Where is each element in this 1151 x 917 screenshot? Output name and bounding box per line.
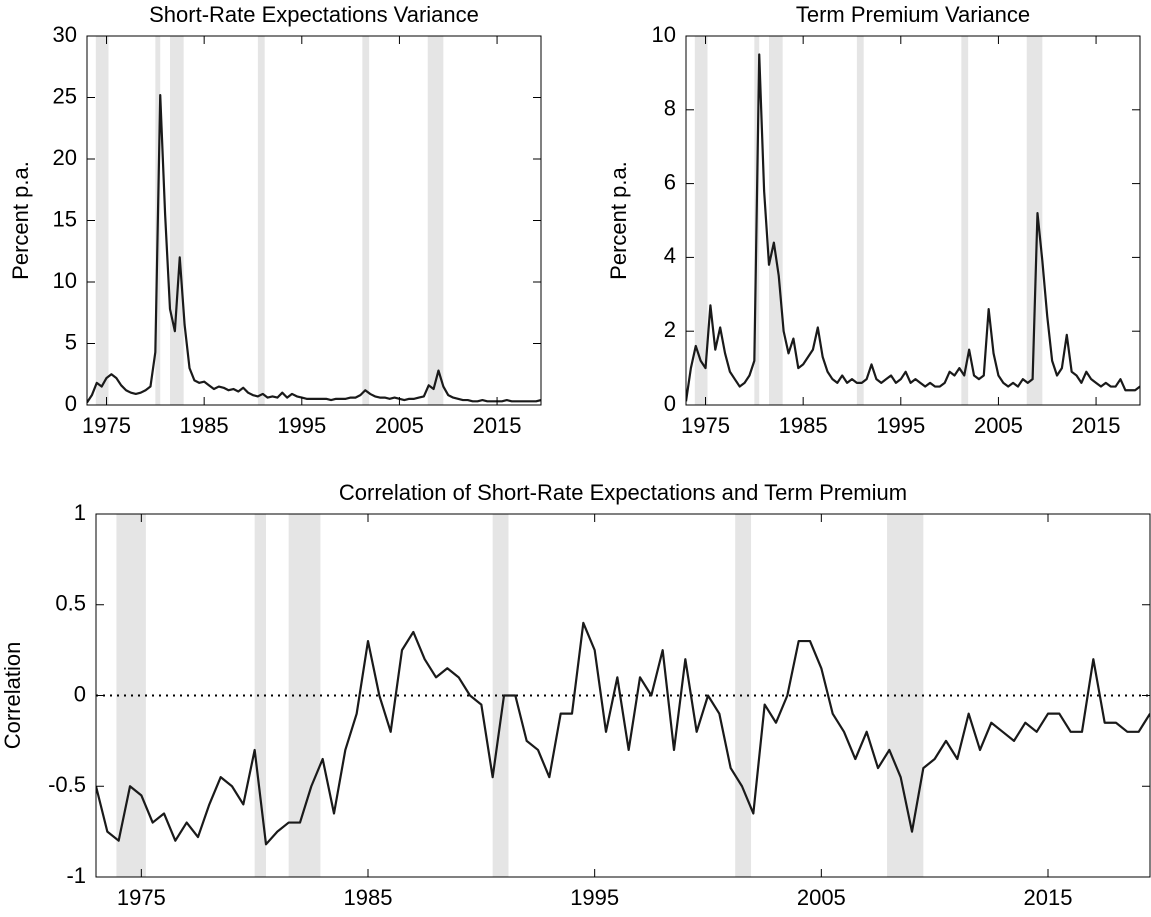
y-tick-label: 1 (74, 500, 86, 525)
y-tick-label: 6 (664, 169, 676, 194)
recession-band (1026, 36, 1043, 405)
y-axis-label: Percent p.a. (606, 161, 631, 280)
x-tick-label: 1975 (681, 413, 730, 438)
y-tick-label: 0 (65, 391, 77, 416)
x-tick-label: 1985 (779, 413, 828, 438)
recession-band (95, 36, 109, 405)
plot-area (686, 36, 1140, 405)
data-line (686, 53, 1140, 402)
x-tick-label: 2015 (1024, 885, 1073, 910)
y-axis-label: Correlation (0, 642, 25, 750)
x-tick-label: 2015 (473, 413, 522, 438)
y-tick-label: 10 (53, 268, 77, 293)
recession-band (961, 36, 969, 405)
axes-box (685, 35, 1141, 406)
y-axis-label: Percent p.a. (8, 161, 33, 280)
recession-band (427, 36, 444, 405)
recession-band (856, 36, 864, 405)
subplot: -1 -0.5 0 0.5 1 1975 1985 1995 2005 2015 Correlati… (0, 480, 1151, 910)
y-tick-label: -0.5 (48, 772, 86, 797)
x-tick-label: 1975 (117, 885, 166, 910)
y-tick-label: -1 (66, 863, 86, 888)
recession-band (492, 514, 509, 877)
y-tick-label: 5 (65, 329, 77, 354)
chart-title: Correlation of Short-Rate Expectations a… (339, 480, 907, 505)
recession-band (887, 514, 924, 877)
subplot: 0 5 10 15 20 25 30 1975 1985 1995 2005 2015 Short-Ra… (8, 2, 542, 438)
y-tick-label: 0 (664, 391, 676, 416)
y-tick-label: 25 (53, 83, 77, 108)
y-tick-label: 2 (664, 317, 676, 342)
y-tick-label: 10 (652, 22, 676, 47)
x-tick-label: 2005 (974, 413, 1023, 438)
y-tick-label: 15 (53, 206, 77, 231)
y-tick-label: 0 (74, 681, 86, 706)
data-line (87, 93, 541, 404)
recession-band (735, 514, 752, 877)
recession-band (169, 36, 184, 405)
chart-title: Short-Rate Expectations Variance (149, 2, 479, 27)
y-tick-label: 0.5 (55, 591, 86, 616)
y-tick-label: 20 (53, 145, 77, 170)
x-tick-label: 1985 (180, 413, 229, 438)
recession-band (254, 514, 266, 877)
chart-title: Term Premium Variance (796, 2, 1030, 27)
x-tick-label: 1995 (277, 413, 326, 438)
subplot: 0 2 4 6 8 10 1975 1985 1995 2005 2015 Term Premium … (606, 2, 1141, 438)
plot-area (96, 514, 1150, 877)
recession-band (257, 36, 265, 405)
x-tick-label: 1995 (570, 885, 619, 910)
x-tick-label: 1995 (876, 413, 925, 438)
x-tick-label: 2005 (375, 413, 424, 438)
y-tick-label: 30 (53, 22, 77, 47)
recession-band (362, 36, 370, 405)
x-tick-label: 1975 (82, 413, 131, 438)
x-tick-label: 1985 (344, 885, 393, 910)
data-line (96, 621, 1150, 846)
recession-band (694, 36, 708, 405)
y-tick-label: 4 (664, 243, 676, 268)
x-tick-label: 2015 (1072, 413, 1121, 438)
y-tick-label: 8 (664, 96, 676, 121)
x-tick-label: 2005 (797, 885, 846, 910)
recession-band (768, 36, 783, 405)
plot-area (87, 36, 541, 405)
